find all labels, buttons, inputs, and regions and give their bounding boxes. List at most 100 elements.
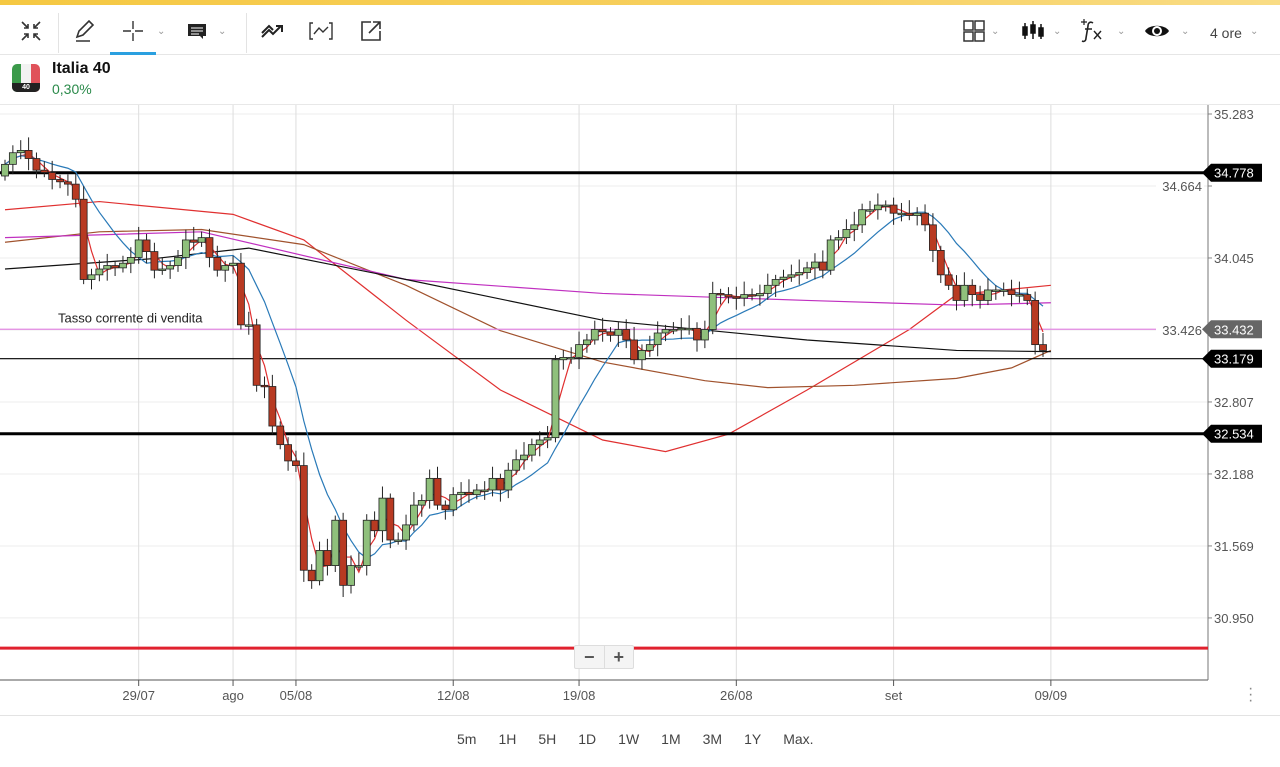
range-1m[interactable]: 1M xyxy=(661,731,681,747)
y-tick-label: 32.807 xyxy=(1214,395,1254,410)
price-level-label: 33.432 xyxy=(1214,322,1254,337)
price-level-tag: 33.432 xyxy=(1202,320,1262,339)
candle xyxy=(362,514,371,576)
candle-body xyxy=(449,494,458,511)
italy-flag-icon: 40 xyxy=(12,64,40,92)
candle-body xyxy=(150,251,159,271)
candle xyxy=(410,492,418,532)
range-1h[interactable]: 1H xyxy=(498,731,517,747)
candle xyxy=(583,333,591,353)
candle-body xyxy=(740,294,749,299)
fx-indicator-icon[interactable] xyxy=(1078,13,1106,49)
candle-body xyxy=(606,331,615,336)
candle-body xyxy=(850,224,859,230)
candle xyxy=(638,344,646,370)
candle xyxy=(716,288,725,305)
candle xyxy=(425,469,434,509)
candle xyxy=(95,260,104,282)
candle xyxy=(881,200,890,212)
zoom-in-button[interactable]: + xyxy=(613,647,624,667)
candle xyxy=(1039,332,1047,357)
candle-body xyxy=(386,497,395,541)
candle-body xyxy=(402,524,410,541)
x-tick-label: set xyxy=(885,688,903,703)
candle-body xyxy=(119,262,127,269)
candle xyxy=(960,272,969,307)
candle-body xyxy=(590,329,599,341)
eye-icon[interactable] xyxy=(1142,13,1172,49)
y-tick-label-bg xyxy=(1156,321,1204,338)
candle-body xyxy=(1023,294,1032,301)
candle-body xyxy=(866,209,874,212)
candle xyxy=(1007,279,1016,307)
range-1d[interactable]: 1D xyxy=(578,731,597,747)
candle xyxy=(465,479,473,503)
trend-icon[interactable] xyxy=(258,13,288,49)
more-options-icon[interactable]: · · · xyxy=(1248,680,1254,709)
candle xyxy=(535,431,544,457)
candle xyxy=(614,322,623,347)
crosshair-icon[interactable] xyxy=(118,13,148,49)
candle xyxy=(441,500,450,520)
candle xyxy=(292,450,300,472)
chevron-down-icon[interactable]: ⌄ xyxy=(157,26,166,37)
candle xyxy=(276,421,285,450)
candlestick-icon[interactable] xyxy=(1018,13,1048,49)
candle xyxy=(677,318,686,340)
price-chart[interactable]: 29/07 ago 05/08 12/08 19/08 26/08 set 09/09 Tass… xyxy=(0,105,1280,715)
candle xyxy=(307,564,316,589)
candle-body xyxy=(197,237,206,243)
pencil-icon[interactable] xyxy=(70,13,100,49)
candle-body xyxy=(237,262,245,326)
chevron-down-icon[interactable]: ⌄ xyxy=(1053,26,1062,37)
candle xyxy=(87,268,96,290)
candle xyxy=(252,318,261,392)
candle xyxy=(999,282,1008,297)
candle xyxy=(929,213,937,263)
candle-body xyxy=(292,460,300,466)
range-5m[interactable]: 5m xyxy=(457,731,477,747)
comment-icon[interactable] xyxy=(182,13,212,49)
collapse-icon[interactable] xyxy=(14,13,48,49)
chevron-down-icon[interactable]: ⌄ xyxy=(1250,26,1259,37)
candle xyxy=(166,260,175,279)
candle xyxy=(567,347,576,364)
candle xyxy=(126,247,135,274)
candle-body xyxy=(787,274,796,278)
candle xyxy=(842,219,851,245)
range-1y[interactable]: 1Y xyxy=(744,731,762,747)
candle-body xyxy=(158,268,167,271)
candle-body xyxy=(803,267,811,273)
toolbar-divider xyxy=(246,13,247,53)
candle-body xyxy=(991,289,1000,292)
chevron-down-icon[interactable]: ⌄ xyxy=(1117,26,1126,37)
candle-body xyxy=(535,439,544,446)
instrument-name: Italia 40 xyxy=(52,60,111,77)
candle xyxy=(1015,281,1024,303)
candle xyxy=(8,145,17,175)
range-1w[interactable]: 1W xyxy=(618,731,640,747)
external-link-icon[interactable] xyxy=(356,13,386,49)
zoom-out-button[interactable]: − xyxy=(575,646,605,668)
chevron-down-icon[interactable]: ⌄ xyxy=(218,26,227,37)
candle-body xyxy=(1007,289,1016,296)
candle xyxy=(834,230,843,250)
candle-body xyxy=(818,261,827,271)
candle-body xyxy=(339,519,348,586)
layout-grid-icon[interactable] xyxy=(960,13,988,49)
candle-body xyxy=(480,489,489,492)
candle xyxy=(787,264,796,282)
candle xyxy=(740,281,749,307)
chevron-down-icon[interactable]: ⌄ xyxy=(1181,26,1190,37)
candle-body xyxy=(685,327,694,331)
candle xyxy=(661,324,670,342)
range-max[interactable]: Max. xyxy=(783,731,814,747)
range-5h[interactable]: 5H xyxy=(538,731,557,747)
timeframe-select[interactable]: 4 ore xyxy=(1210,25,1242,41)
candle xyxy=(795,259,804,285)
candle-body xyxy=(40,169,49,173)
bracket-chart-icon[interactable] xyxy=(306,13,336,49)
chevron-down-icon[interactable]: ⌄ xyxy=(991,26,1000,37)
range-3m[interactable]: 3M xyxy=(702,731,723,747)
candle-body xyxy=(417,500,426,506)
